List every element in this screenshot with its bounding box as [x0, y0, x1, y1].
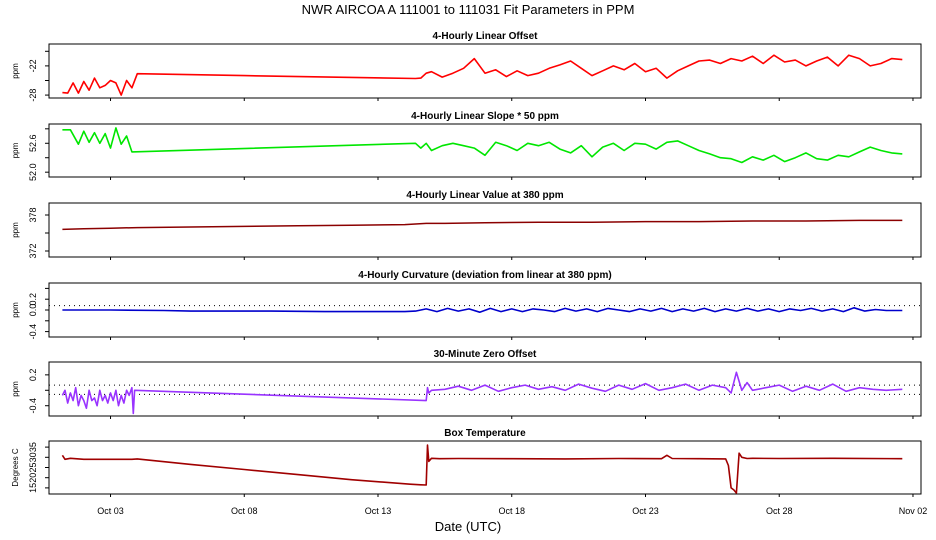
panel-frame	[48, 202, 922, 258]
panel-title: Box Temperature	[444, 428, 526, 439]
panels: 4-Hourly Linear Offset-28-22ppm4-Hourly …	[11, 31, 922, 497]
panel-1: 4-Hourly Linear Offset -28 -22 ppm	[11, 31, 922, 102]
y-tick-label: -0.4	[28, 398, 38, 414]
y-axis-label: Degrees C	[11, 448, 20, 486]
y-axis-label: ppm	[11, 222, 20, 238]
x-tick-label: Oct 13	[365, 506, 392, 516]
x-tick-label: Oct 08	[231, 506, 258, 516]
panel-frame	[48, 43, 922, 99]
series-line-offset	[62, 54, 903, 96]
y-tick-label: -22	[28, 59, 38, 72]
y-tick-label: 20	[28, 473, 38, 483]
panel-title: 4-Hourly Linear Slope * 50 ppm	[411, 111, 559, 122]
panel-frame	[48, 123, 922, 178]
y-tick-label: -0.4	[28, 324, 38, 340]
y-axis-label: ppm	[11, 381, 20, 397]
x-tick-label: Oct 03	[97, 506, 124, 516]
chart-title: NWR AIRCOA A 111001 to 111031 Fit Parame…	[302, 2, 635, 17]
y-tick-label: 0.2	[28, 369, 38, 382]
y-tick-label: 0.2	[28, 293, 38, 306]
panel-title: 4-Hourly Linear Value at 380 ppm	[406, 190, 563, 201]
series-line-zero	[61, 371, 903, 415]
x-tick-label: Oct 28	[766, 506, 793, 516]
y-tick-label: 378	[28, 207, 38, 222]
x-tick-label: Oct 23	[632, 506, 659, 516]
y-tick-label: -28	[28, 89, 38, 102]
x-tick-label: Oct 18	[498, 506, 525, 516]
panel-frame	[48, 361, 922, 417]
y-tick-label: 25	[28, 462, 38, 472]
series-line-curvature	[62, 306, 903, 314]
x-axis: Oct 03 Oct 08 Oct 13 Oct 18 Oct 23 Oct 28 Nov …	[97, 506, 927, 516]
panel-title: 30-Minute Zero Offset	[434, 349, 537, 360]
panel-2: 4-Hourly Linear Slope * 50 ppm 52.0 52.6 pp…	[11, 111, 922, 181]
y-axis-label: ppm	[11, 63, 20, 79]
y-axis-label: ppm	[11, 142, 20, 158]
panel-frame	[48, 440, 922, 495]
y-tick-label: 0.0	[28, 304, 38, 317]
x-tick-label: Nov 02	[899, 506, 928, 516]
panel-title: 4-Hourly Linear Offset	[432, 31, 538, 42]
panel-5: 30-Minute Zero Offset -0.4 0.2 ppm	[11, 349, 922, 419]
panel-3: 4-Hourly Linear Value at 380 ppm 372 378 pp…	[11, 190, 922, 260]
x-axis-label: Date (UTC)	[435, 519, 501, 534]
y-tick-label: 372	[28, 243, 38, 258]
y-tick-label: 30	[28, 452, 38, 462]
panel-4: 4-Hourly Curvature (deviation from linea…	[11, 270, 922, 340]
y-tick-label: 35	[28, 442, 38, 452]
y-axis-label: ppm	[11, 302, 20, 318]
y-tick-label: 52.0	[28, 163, 38, 181]
series-line-slope	[62, 127, 903, 164]
y-tick-label: 52.6	[28, 135, 38, 153]
series-line-temperature	[61, 444, 903, 494]
series-line-value	[62, 219, 903, 231]
y-tick-label: 15	[28, 483, 38, 493]
panel-title: 4-Hourly Curvature (deviation from linea…	[358, 270, 611, 281]
